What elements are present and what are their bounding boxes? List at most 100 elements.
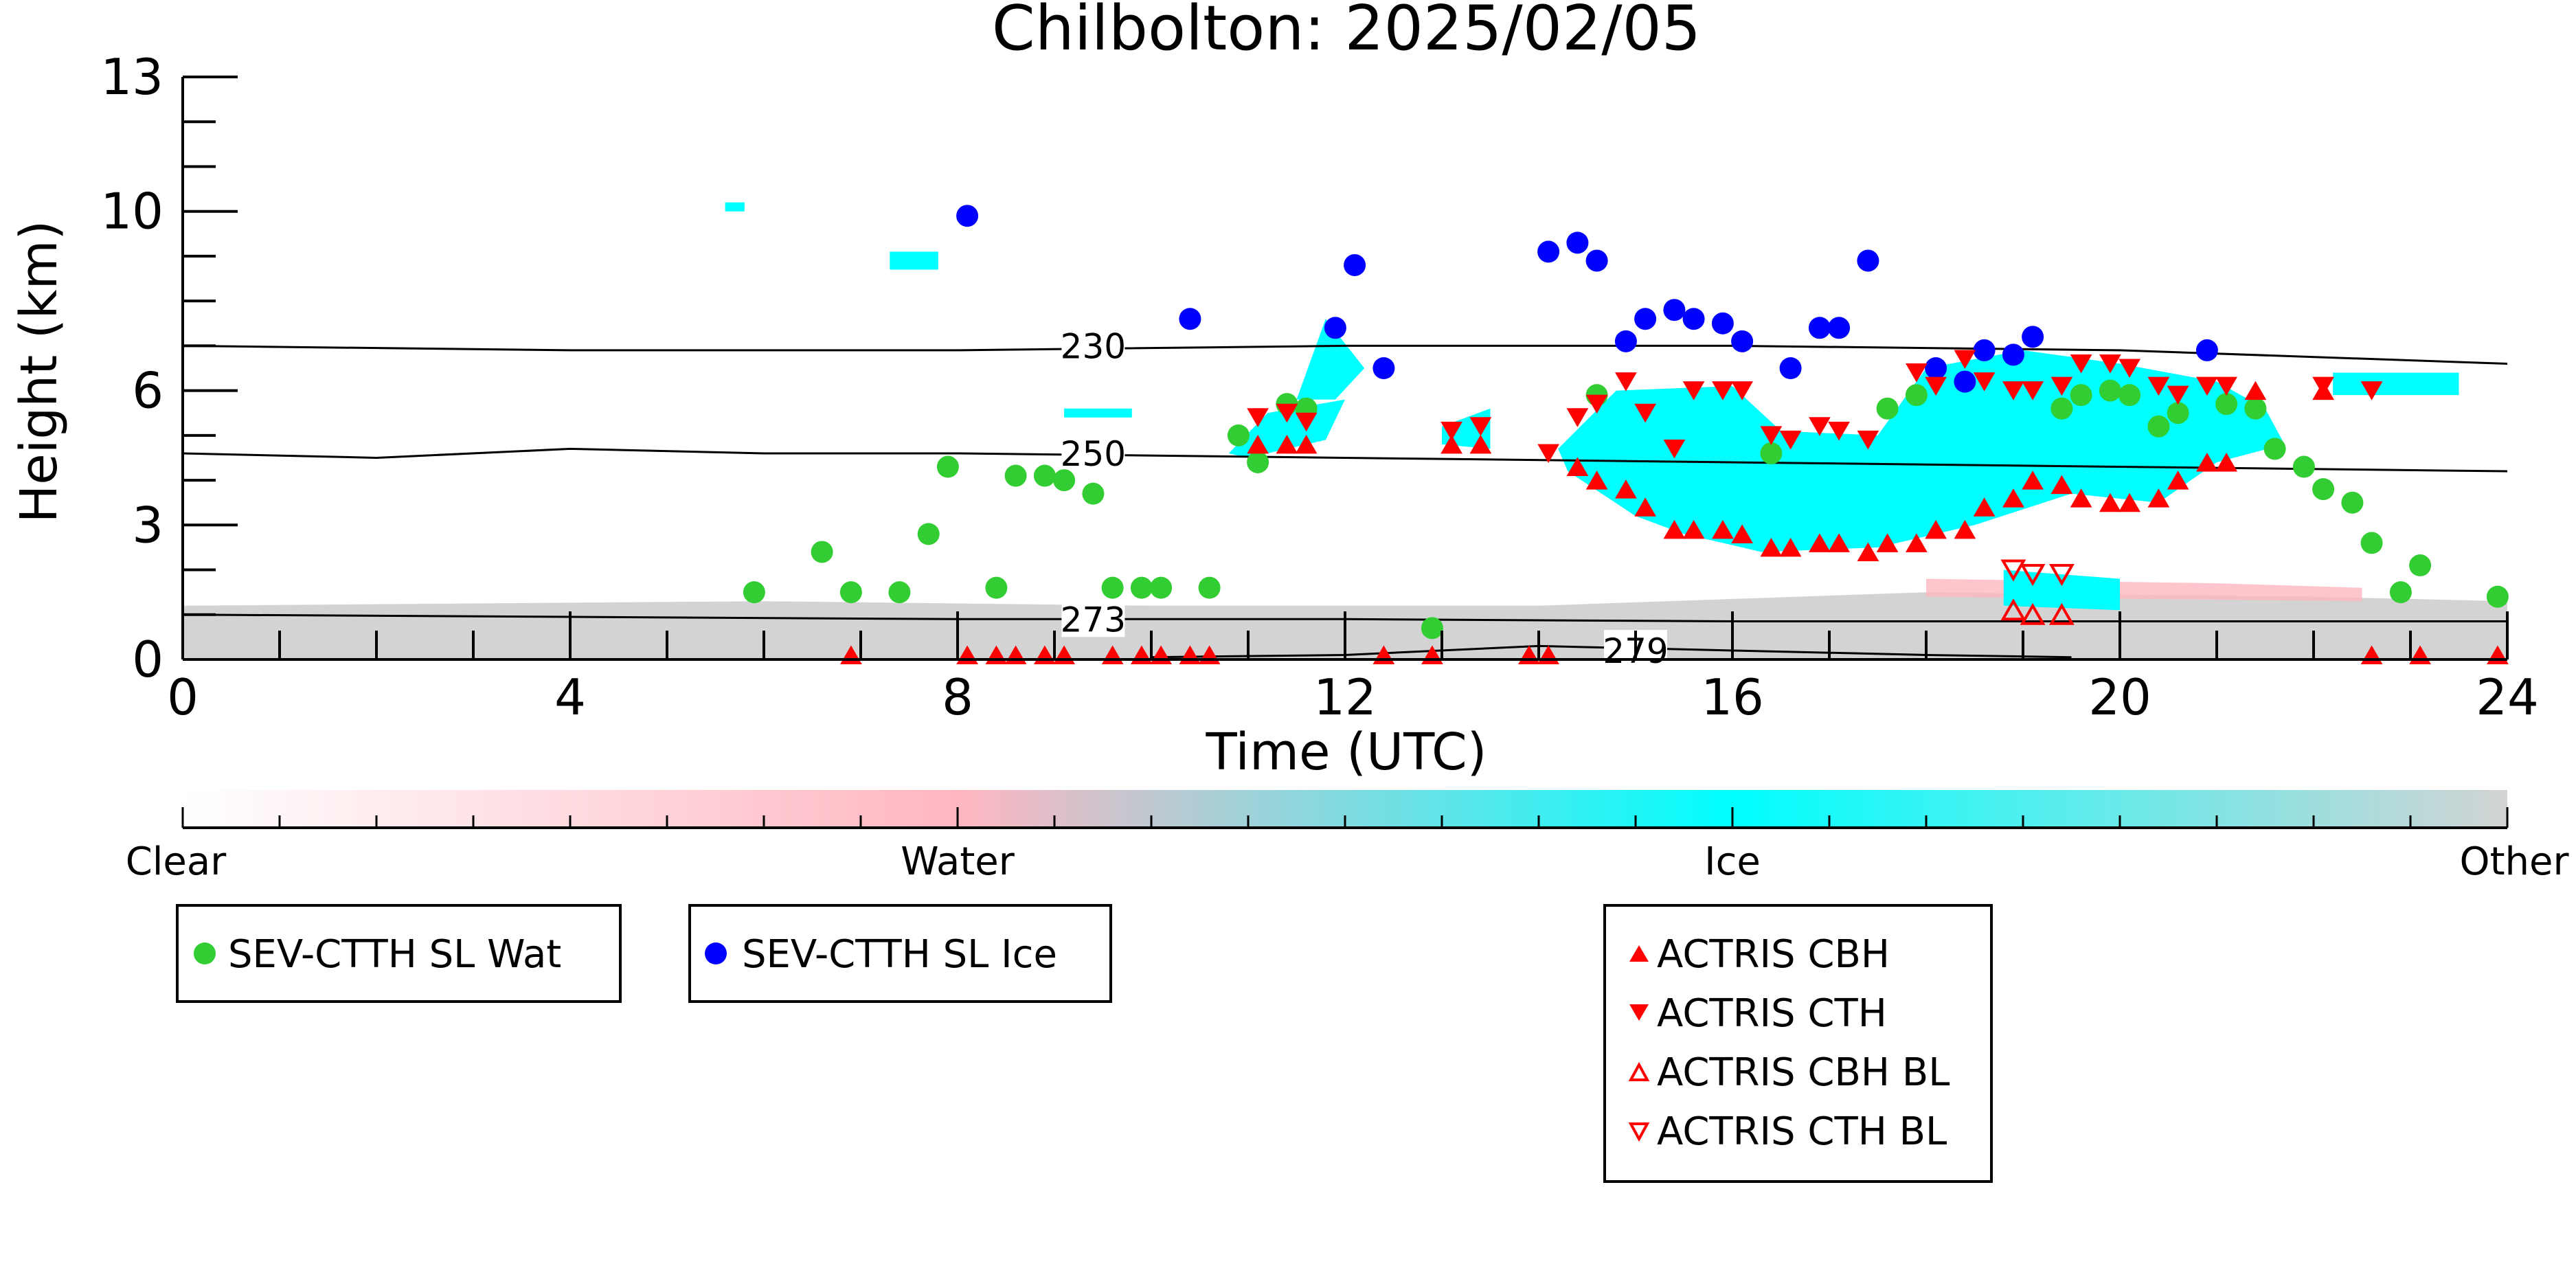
point-sev-ctth-sl-ice-4 — [1372, 357, 1395, 379]
point-sev-ctth-sl-wat-21 — [1760, 442, 1783, 464]
point-actris-cth-26 — [2070, 354, 2092, 374]
point-actris-cbh-33 — [1876, 533, 1899, 552]
y-tick-label-10: 10 — [100, 183, 163, 240]
legend-marker-cbh-bl — [1628, 1061, 1650, 1081]
point-sev-ctth-sl-wat-2 — [839, 581, 862, 604]
point-actris-cth-3 — [1440, 421, 1462, 441]
point-actris-cbh-bl-1 — [2020, 602, 2046, 625]
point-actris-cth-24 — [2022, 381, 2044, 400]
point-sev-ctth-sl-wat-14 — [1198, 576, 1221, 599]
point-sev-ctth-sl-ice-13 — [1731, 330, 1754, 352]
point-actris-cbh-46 — [2196, 452, 2218, 472]
point-sev-ctth-sl-ice-8 — [1614, 330, 1637, 352]
point-actris-cth-21 — [1954, 350, 1976, 369]
point-sev-ctth-sl-wat-27 — [2119, 384, 2141, 407]
point-actris-cth-30 — [2167, 385, 2189, 405]
point-actris-cbh-30 — [1809, 533, 1831, 552]
point-actris-cth-15 — [1779, 430, 1802, 450]
point-actris-cbh-40 — [2050, 475, 2073, 495]
x-tick-label-16: 16 — [1701, 668, 1764, 726]
point-sev-ctth-sl-ice-7 — [1585, 249, 1608, 272]
contour-line-230 — [182, 344, 2508, 365]
point-actris-cth-0 — [1247, 408, 1269, 427]
point-actris-cth-7 — [1585, 394, 1608, 414]
y-tick-label-0: 0 — [132, 631, 163, 688]
point-sev-ctth-sl-wat-3 — [888, 581, 911, 604]
point-actris-cth-23 — [2002, 381, 2024, 400]
point-actris-cbh-31 — [1828, 533, 1850, 552]
point-actris-cth-31 — [2196, 376, 2218, 396]
point-sev-ctth-sl-ice-5 — [1537, 240, 1560, 263]
point-actris-cbh-36 — [1954, 519, 1976, 539]
point-actris-cbh-45 — [2167, 471, 2189, 490]
x-tick-label-8: 8 — [942, 668, 973, 726]
point-sev-ctth-sl-wat-12 — [1130, 576, 1153, 599]
point-actris-cth-16 — [1809, 417, 1831, 436]
point-sev-ctth-sl-ice-17 — [1857, 249, 1879, 272]
axes: 0 3 6 10 13 0 4 8 12 16 20 24 — [100, 48, 2538, 726]
cloud-region-ice-10 — [1064, 408, 1132, 418]
legend-marker-cbh — [1629, 945, 1649, 962]
point-actris-cbh-12 — [1276, 434, 1298, 454]
point-actris-cth-5 — [1537, 444, 1559, 463]
point-actris-cth-11 — [1682, 381, 1705, 400]
point-actris-cth-19 — [1906, 363, 1928, 383]
point-sev-ctth-sl-wat-11 — [1101, 576, 1124, 599]
contour-label-bg-230 — [1061, 325, 1125, 364]
point-sev-ctth-sl-wat-24 — [2050, 397, 2073, 420]
point-sev-ctth-sl-ice-16 — [1828, 317, 1851, 339]
contour-line-250 — [182, 447, 2508, 473]
legend-sev: SEV-CTTH SL Wat SEV-CTTH SL Ice — [176, 904, 1112, 1003]
x-tick-label-20: 20 — [2088, 668, 2151, 726]
point-actris-cth-6 — [1566, 408, 1589, 427]
point-actris-cbh-35 — [1925, 519, 1947, 539]
point-sev-ctth-sl-ice-0 — [956, 205, 979, 227]
point-sev-ctth-sl-wat-25 — [2070, 384, 2092, 407]
cloud-region-ice-5 — [2003, 569, 2120, 611]
point-actris-cth-27 — [2099, 354, 2121, 374]
y-tick-label-3: 3 — [132, 496, 163, 554]
point-sev-ctth-sl-wat-5 — [936, 455, 959, 478]
colorbar-label-clear: Clear — [126, 839, 227, 884]
point-sev-ctth-sl-wat-35 — [2341, 491, 2364, 514]
legend-label-cbh-bl: ACTRIS CBH BL — [1657, 1050, 1950, 1095]
point-actris-cth-10 — [1663, 439, 1686, 459]
point-actris-cth-13 — [1731, 381, 1753, 400]
point-sev-ctth-sl-wat-29 — [2167, 402, 2189, 425]
point-actris-cth-9 — [1634, 403, 1656, 423]
point-sev-ctth-sl-wat-22 — [1876, 397, 1899, 420]
point-actris-cth-33 — [2312, 376, 2334, 396]
legend-actris: ACTRIS CBH ACTRIS CTH ACTRIS CBH BL ACTR… — [1603, 904, 1993, 1183]
point-sev-ctth-sl-ice-20 — [1973, 339, 1996, 361]
point-actris-cth-bl-0 — [2000, 559, 2026, 582]
point-actris-cth-34 — [2360, 381, 2383, 400]
cloud-region-ice-7 — [2333, 372, 2459, 396]
y-tick-label-6: 6 — [132, 362, 163, 420]
point-sev-ctth-sl-ice-10 — [1663, 299, 1686, 321]
x-axis-label: Time (UTC) — [1205, 723, 1487, 782]
cloud-region-ice-6 — [1296, 319, 1365, 400]
point-sev-ctth-sl-wat-10 — [1082, 482, 1105, 505]
legend-label-wat: SEV-CTTH SL Wat — [228, 932, 561, 977]
point-sev-ctth-sl-wat-6 — [985, 576, 1008, 599]
x-tick-label-24: 24 — [2476, 668, 2539, 726]
contour-label-273: 273 — [1061, 600, 1126, 640]
point-actris-cbh-41 — [2070, 488, 2092, 508]
point-actris-cbh-25 — [1682, 519, 1705, 539]
contour-label-bg-273 — [1061, 598, 1125, 637]
point-actris-cth-20 — [1925, 376, 1947, 396]
point-actris-cbh-43 — [2119, 493, 2140, 512]
x-tick-label-12: 12 — [1313, 668, 1377, 726]
point-actris-cth-32 — [2215, 376, 2237, 396]
point-sev-ctth-sl-ice-6 — [1566, 231, 1589, 254]
point-sev-ctth-sl-wat-36 — [2360, 532, 2383, 554]
point-sev-ctth-sl-wat-37 — [2389, 581, 2412, 604]
point-actris-cbh-47 — [2215, 452, 2237, 472]
point-sev-ctth-sl-wat-23 — [1905, 384, 1928, 407]
point-sev-ctth-sl-wat-30 — [2215, 393, 2238, 416]
point-actris-cbh-38 — [2002, 488, 2024, 508]
point-actris-cbh-39 — [2022, 471, 2044, 490]
legend-box-wat — [176, 904, 622, 1003]
cloud-region-ice-8 — [725, 202, 745, 212]
